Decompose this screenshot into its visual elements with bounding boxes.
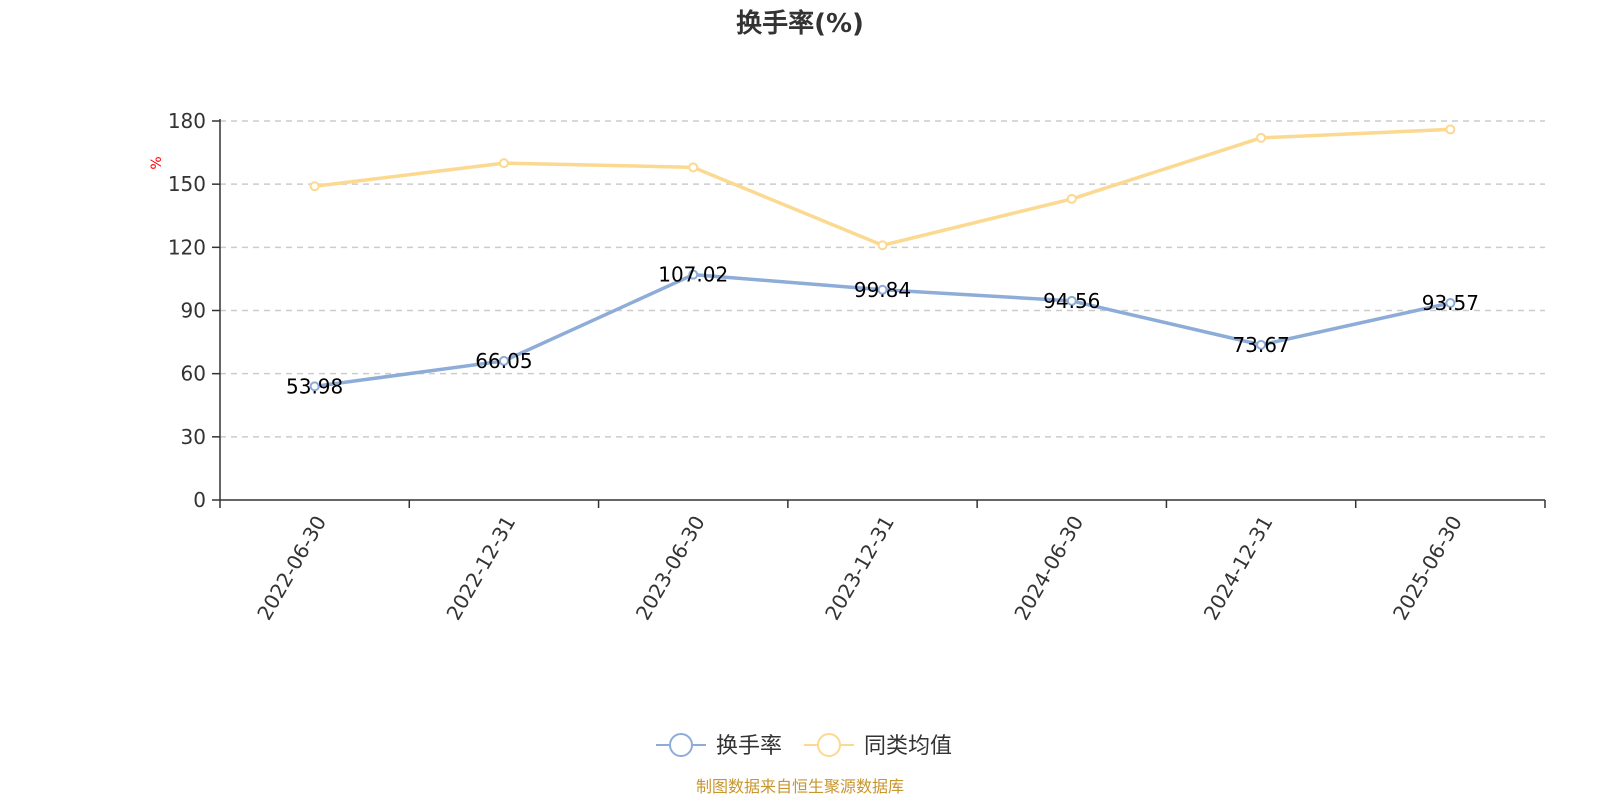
- x-tick-label: 2024-06-30: [1009, 512, 1088, 625]
- legend-label: 同类均值: [864, 734, 952, 759]
- data-point: [309, 181, 320, 192]
- data-point: [1066, 193, 1077, 204]
- legend-item-2: 同类均值: [804, 733, 952, 759]
- data-point: [688, 269, 699, 280]
- legend-label: 换手率: [716, 734, 782, 759]
- data-label: 93.57: [1422, 291, 1479, 315]
- x-tick-label: 2022-06-30: [252, 512, 331, 625]
- legend: 换手率 同类均值: [656, 733, 952, 759]
- data-label: 73.67: [1232, 333, 1289, 357]
- legend-item-1: 换手率: [656, 733, 782, 759]
- data-label: 66.05: [475, 349, 532, 373]
- data-point: [1066, 295, 1077, 306]
- y-tick-label: 150: [168, 172, 206, 196]
- data-point: [498, 355, 509, 366]
- axes: 0 30 60 90 120 150 180 2022-06-30 2022-12-31 2023…: [168, 109, 1546, 625]
- y-tick-label: 90: [181, 299, 206, 323]
- y-tick-label: 30: [181, 425, 206, 449]
- data-point: [309, 381, 320, 392]
- y-tick-label: 120: [168, 235, 206, 259]
- data-point: [1445, 124, 1456, 135]
- data-label: 99.84: [854, 278, 911, 302]
- x-tick-label: 2023-12-31: [820, 512, 899, 625]
- data-point: [877, 240, 888, 251]
- data-point: [877, 284, 888, 295]
- data-labels: 53.98 66.05 107.02 99.84 94.56 73.67 93.57: [286, 263, 1479, 399]
- x-tick-label: 2022-12-31: [441, 512, 520, 625]
- data-label: 107.02: [658, 263, 728, 287]
- legend-marker: [817, 733, 841, 757]
- grid-lines: [220, 120, 1545, 438]
- y-axis-label: %: [149, 156, 165, 169]
- y-tick-label: 180: [168, 109, 206, 133]
- legend-marker: [669, 733, 693, 757]
- x-tick-label: 2025-06-30: [1388, 512, 1467, 625]
- data-point: [1256, 132, 1267, 143]
- y-tick-label: 60: [181, 362, 206, 386]
- series-layer: [309, 124, 1456, 392]
- data-point: [688, 162, 699, 173]
- x-tick-label: 2024-12-31: [1199, 512, 1278, 625]
- series-line-2: [314, 127, 1451, 247]
- x-tick-label: 2023-06-30: [631, 512, 710, 625]
- data-label: 94.56: [1043, 289, 1100, 313]
- data-point: [1256, 339, 1267, 350]
- data-point: [498, 158, 509, 169]
- data-label: 53.98: [286, 374, 343, 398]
- chart-title: 换手率(%): [736, 8, 864, 39]
- y-tick-label: 0: [193, 488, 206, 512]
- data-point: [1445, 297, 1456, 308]
- source-note: 制图数据来自恒生聚源数据库: [696, 777, 904, 796]
